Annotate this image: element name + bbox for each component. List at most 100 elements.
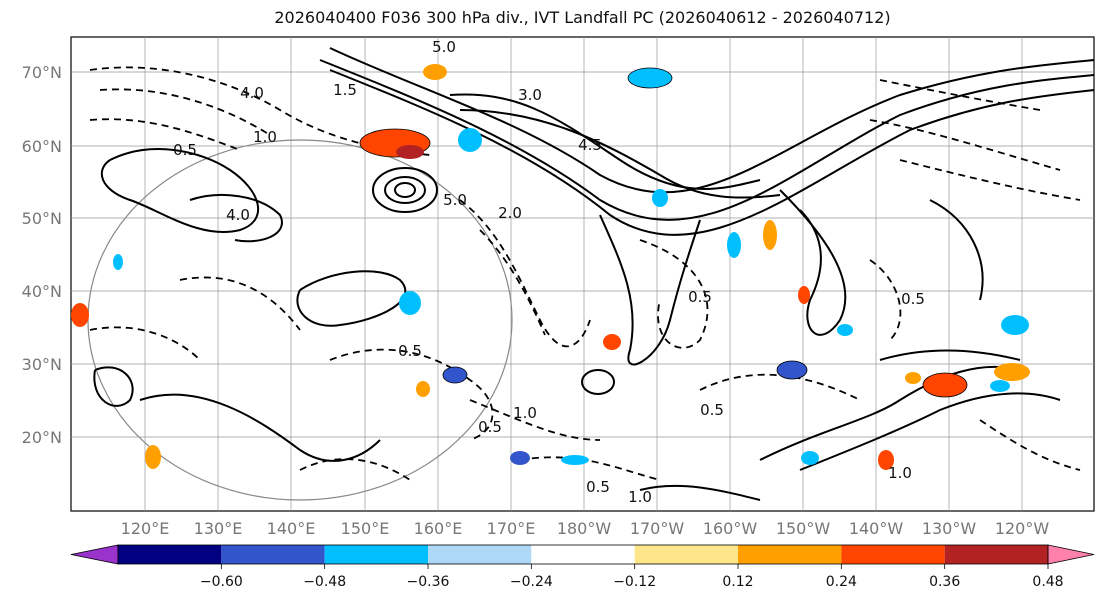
contour-line <box>639 239 709 349</box>
contour-label: 0.5 <box>586 478 610 496</box>
longitude-labels: 120°E 130°E 140°E 150°E 160°E 170°E 180°W 170°W… <box>121 519 1050 538</box>
contour-label: 1.0 <box>513 404 537 422</box>
contour-line <box>319 59 1095 221</box>
contour-line <box>296 270 407 327</box>
latitude-label: 40°N <box>22 282 62 301</box>
contour-line <box>929 199 984 301</box>
negative-divergence-patch <box>458 128 482 152</box>
longitude-label: 170°W <box>630 519 685 538</box>
contour-line <box>93 366 134 407</box>
contour-label: 1.0 <box>628 488 652 506</box>
contour-line <box>469 399 601 441</box>
contour-line <box>372 167 438 213</box>
positive-divergence-core <box>396 145 424 159</box>
contour-line <box>99 88 271 136</box>
positive-divergence-patch <box>994 363 1030 381</box>
colorbar-segment <box>841 545 945 564</box>
contour-line <box>869 119 1061 171</box>
contour-line <box>899 159 1081 201</box>
colorbar-tick-label: 0.12 <box>722 574 753 590</box>
contour-label: 4.0 <box>226 206 250 224</box>
colorbar: −0.60 −0.48 −0.36 −0.24 −0.12 0.12 0.24 0.36 0.4… <box>70 544 1095 590</box>
negative-divergence-patch <box>727 232 741 258</box>
latitude-label: 60°N <box>22 137 62 156</box>
contour-line <box>879 349 1021 361</box>
longitude-label: 170°E <box>487 519 536 538</box>
colorbar-tick-label: −0.48 <box>303 574 346 590</box>
contour-line <box>384 176 426 204</box>
colorbar-segment <box>531 545 635 564</box>
contour-label: 5.0 <box>443 191 467 209</box>
longitude-label: 130°E <box>194 519 243 538</box>
contour-label: 0.5 <box>398 342 422 360</box>
contour-line <box>519 456 661 481</box>
latitude-label: 20°N <box>22 428 62 447</box>
contour-line <box>89 326 201 361</box>
contour-label: 4.5 <box>578 136 602 154</box>
contour-label: 0.5 <box>901 290 925 308</box>
graticule <box>71 37 1094 511</box>
contour-label: 3.0 <box>518 86 542 104</box>
contour-line <box>179 276 301 331</box>
positive-divergence-patch <box>878 450 894 470</box>
contour-label: 0.5 <box>688 288 712 306</box>
negative-divergence-patch <box>801 451 819 465</box>
contour-label: 1.0 <box>888 464 912 482</box>
positive-divergence-patch <box>603 334 621 350</box>
longitude-label: 140°E <box>267 519 316 538</box>
contour-line <box>869 259 902 341</box>
negative-divergence-patch <box>399 291 421 315</box>
colorbar-segment <box>221 545 325 564</box>
negative-divergence-patch <box>837 324 853 336</box>
longitude-label: 160°W <box>703 519 758 538</box>
colorbar-extend-max <box>1047 544 1095 565</box>
contour-label: 2.0 <box>498 204 522 222</box>
colorbar-outline <box>117 544 1049 565</box>
negative-divergence-patch <box>510 451 530 465</box>
contour-line <box>599 214 701 366</box>
colorbar-segment <box>118 545 222 564</box>
contour-label: 4.0 <box>240 84 264 102</box>
map-frame <box>70 36 1095 512</box>
positive-contours <box>93 47 1095 501</box>
contour-line <box>799 392 1061 471</box>
longitude-label: 140°W <box>849 519 904 538</box>
longitude-label: 120°E <box>121 519 170 538</box>
contour-label: 5.0 <box>432 38 456 56</box>
contour-line <box>639 484 761 501</box>
negative-divergence-patch <box>990 380 1010 392</box>
contour-line <box>449 93 761 190</box>
negative-divergence-patch <box>1001 315 1029 335</box>
contour-line <box>581 369 615 395</box>
contour-line <box>979 419 1081 471</box>
longitude-label: 180°W <box>557 519 612 538</box>
longitude-label: 150°E <box>341 519 390 538</box>
contour-labels: 5.0 4.0 3.0 1.5 1.0 0.5 0.5 0.5 0.5 1.0 0.5 0.5 1.0 0… <box>173 38 925 506</box>
colorbar-segment <box>634 545 738 564</box>
colorbar-segment <box>738 545 842 564</box>
contour-line <box>189 194 283 243</box>
colorbar-tick-label: −0.12 <box>613 574 656 590</box>
contour-line <box>759 365 1021 461</box>
colorbar-segment <box>428 545 532 564</box>
contour-label: 0.5 <box>478 418 502 436</box>
latitude-labels: 70°N 60°N 50°N 40°N 30°N 20°N <box>22 63 62 447</box>
colorbar-tick-label: −0.60 <box>200 574 243 590</box>
latitude-label: 70°N <box>22 63 62 82</box>
contour-label: 1.0 <box>253 128 277 146</box>
positive-divergence-patch <box>798 286 810 304</box>
colorbar-tick-label: 0.24 <box>826 574 857 590</box>
positive-divergence-patch <box>922 372 968 398</box>
positive-divergence-patch <box>71 303 89 327</box>
negative-divergence-patch <box>652 189 668 207</box>
contour-line <box>100 148 260 233</box>
contour-line <box>459 109 781 199</box>
negative-divergence-patch <box>113 254 123 270</box>
contour-line <box>329 47 1095 194</box>
colorbar-tick-label: −0.36 <box>407 574 450 590</box>
negative-divergence-patch <box>776 360 808 380</box>
contour-label: 0.5 <box>700 401 724 419</box>
contour-line <box>779 189 847 336</box>
contour-label: 0.5 <box>173 141 197 159</box>
